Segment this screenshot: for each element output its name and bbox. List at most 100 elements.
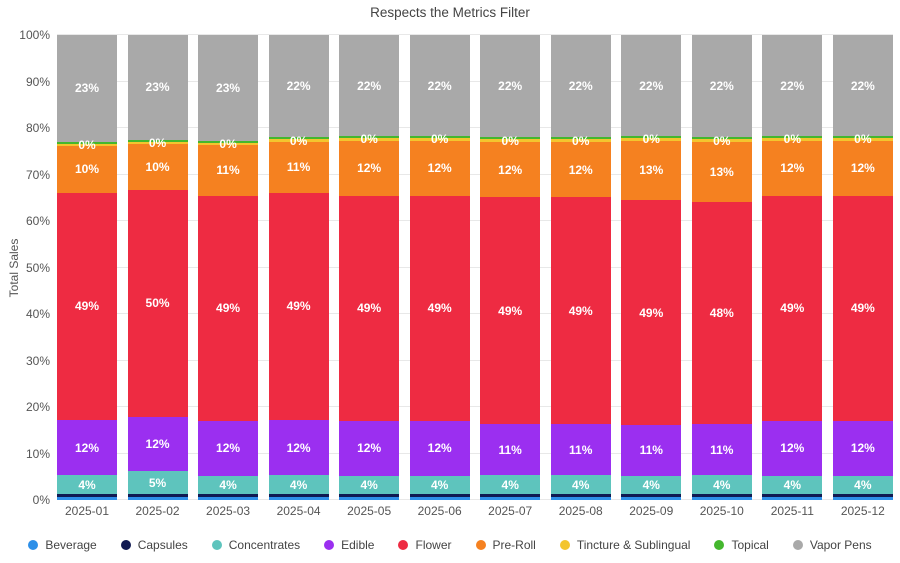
bar-segment-capsules[interactable] bbox=[268, 493, 329, 498]
bar-segment-capsules[interactable] bbox=[691, 493, 752, 498]
bar-segment-pre-roll[interactable]: 12% bbox=[762, 140, 823, 196]
bar-segment-concentrates[interactable]: 4% bbox=[832, 475, 893, 495]
bar-segment-capsules[interactable] bbox=[480, 493, 541, 498]
bar-segment-pre-roll[interactable]: 13% bbox=[691, 141, 752, 202]
bar-segment-topical[interactable] bbox=[268, 137, 329, 140]
bar-segment-beverage[interactable] bbox=[621, 497, 682, 500]
bar-segment-pre-roll[interactable]: 12% bbox=[550, 141, 611, 198]
bar-segment-edible[interactable]: 12% bbox=[57, 419, 117, 476]
bar-2025-07[interactable]: 4% 11% 49% 12% 0% 22% bbox=[480, 35, 541, 500]
bar-segment-vapor-pens[interactable]: 22% bbox=[550, 35, 611, 138]
bar-segment-edible[interactable]: 12% bbox=[409, 420, 470, 476]
bar-segment-vapor-pens[interactable]: 22% bbox=[762, 35, 823, 137]
bar-segment-capsules[interactable] bbox=[409, 494, 470, 498]
bar-2025-10[interactable]: 4% 11% 48% 13% 0% 22% bbox=[691, 35, 752, 500]
bar-segment-capsules[interactable] bbox=[198, 494, 259, 498]
bar-segment-beverage[interactable] bbox=[691, 497, 752, 500]
bar-segment-concentrates[interactable]: 4% bbox=[57, 475, 117, 494]
bar-2025-04[interactable]: 4% 12% 49% 11% 0% 22% bbox=[268, 35, 329, 500]
bar-segment-flower[interactable]: 49% bbox=[198, 195, 259, 421]
bar-segment-capsules[interactable] bbox=[550, 493, 611, 498]
bar-segment-pre-roll[interactable]: 10% bbox=[57, 146, 117, 193]
bar-segment-vapor-pens[interactable]: 22% bbox=[621, 35, 682, 137]
bar-segment-vapor-pens[interactable]: 22% bbox=[691, 35, 752, 138]
bar-segment-edible[interactable]: 11% bbox=[621, 425, 682, 476]
bar-segment-pre-roll[interactable]: 13% bbox=[621, 140, 682, 201]
bar-segment-edible[interactable]: 12% bbox=[268, 419, 329, 476]
bar-segment-vapor-pens[interactable]: 22% bbox=[268, 35, 329, 138]
bar-segment-tincture-sublingual[interactable]: 0% bbox=[409, 132, 470, 146]
bar-segment-topical[interactable] bbox=[409, 136, 470, 139]
bar-segment-beverage[interactable] bbox=[339, 497, 400, 500]
legend-item-tincture-sublingual[interactable]: Tincture & Sublingual bbox=[559, 538, 690, 552]
legend-item-vapor-pens[interactable]: Vapor Pens bbox=[792, 538, 872, 552]
bar-2025-09[interactable]: 4% 11% 49% 13% 0% 22% bbox=[621, 35, 682, 500]
bar-2025-02[interactable]: 5% 12% 50% 10% 0% 23% bbox=[127, 35, 188, 500]
bar-segment-edible[interactable]: 12% bbox=[762, 420, 823, 476]
bar-segment-topical[interactable] bbox=[198, 140, 259, 143]
legend-item-edible[interactable]: Edible bbox=[324, 538, 374, 552]
bar-segment-flower[interactable]: 49% bbox=[480, 197, 541, 425]
bar-segment-beverage[interactable] bbox=[832, 497, 893, 500]
bar-segment-tincture-sublingual[interactable]: 0% bbox=[691, 134, 752, 148]
bar-segment-tincture-sublingual[interactable]: 0% bbox=[832, 132, 893, 146]
bar-segment-flower[interactable]: 48% bbox=[691, 201, 752, 425]
bar-segment-edible[interactable]: 12% bbox=[339, 420, 400, 476]
bar-2025-03[interactable]: 4% 12% 49% 11% 0% 23% bbox=[198, 35, 259, 500]
bar-segment-tincture-sublingual[interactable]: 0% bbox=[198, 137, 259, 151]
bar-segment-capsules[interactable] bbox=[621, 494, 682, 498]
bar-segment-flower[interactable]: 50% bbox=[127, 189, 188, 417]
bar-segment-vapor-pens[interactable]: 22% bbox=[480, 35, 541, 138]
bar-segment-tincture-sublingual[interactable]: 0% bbox=[268, 134, 329, 148]
legend-item-capsules[interactable]: Capsules bbox=[120, 538, 188, 552]
bar-segment-vapor-pens[interactable]: 23% bbox=[127, 35, 188, 140]
bar-segment-edible[interactable]: 11% bbox=[691, 424, 752, 476]
bar-segment-concentrates[interactable]: 4% bbox=[621, 475, 682, 495]
bar-segment-concentrates[interactable]: 4% bbox=[198, 475, 259, 495]
bar-segment-capsules[interactable] bbox=[832, 494, 893, 498]
bar-segment-beverage[interactable] bbox=[480, 497, 541, 500]
bar-segment-topical[interactable] bbox=[832, 136, 893, 139]
bar-segment-vapor-pens[interactable]: 22% bbox=[832, 35, 893, 137]
bar-segment-pre-roll[interactable]: 11% bbox=[198, 145, 259, 196]
bar-segment-beverage[interactable] bbox=[198, 497, 259, 500]
bar-2025-12[interactable]: 4% 12% 49% 12% 0% 22% bbox=[832, 35, 893, 500]
bar-segment-beverage[interactable] bbox=[762, 497, 823, 500]
bar-segment-concentrates[interactable]: 4% bbox=[691, 475, 752, 494]
bar-segment-edible[interactable]: 12% bbox=[127, 416, 188, 472]
bar-segment-beverage[interactable] bbox=[57, 497, 117, 500]
bar-segment-tincture-sublingual[interactable]: 0% bbox=[57, 138, 117, 152]
bar-segment-tincture-sublingual[interactable]: 0% bbox=[339, 132, 400, 146]
bar-segment-concentrates[interactable]: 4% bbox=[762, 475, 823, 495]
bar-segment-flower[interactable]: 49% bbox=[339, 195, 400, 421]
bar-2025-11[interactable]: 4% 12% 49% 12% 0% 22% bbox=[762, 35, 823, 500]
bar-segment-topical[interactable] bbox=[621, 136, 682, 139]
bar-segment-capsules[interactable] bbox=[762, 494, 823, 498]
bar-segment-flower[interactable]: 49% bbox=[621, 200, 682, 426]
bar-segment-topical[interactable] bbox=[480, 137, 541, 140]
bar-segment-edible[interactable]: 12% bbox=[198, 420, 259, 476]
bar-segment-topical[interactable] bbox=[550, 137, 611, 140]
bar-segment-beverage[interactable] bbox=[409, 497, 470, 500]
legend-item-beverage[interactable]: Beverage bbox=[28, 538, 97, 552]
bar-2025-08[interactable]: 4% 11% 49% 12% 0% 22% bbox=[550, 35, 611, 500]
bar-segment-pre-roll[interactable]: 10% bbox=[127, 144, 188, 190]
legend-item-concentrates[interactable]: Concentrates bbox=[211, 538, 300, 552]
bar-segment-concentrates[interactable]: 4% bbox=[550, 475, 611, 494]
legend-item-flower[interactable]: Flower bbox=[398, 538, 452, 552]
bar-segment-flower[interactable]: 49% bbox=[832, 195, 893, 421]
bar-segment-vapor-pens[interactable]: 23% bbox=[57, 35, 117, 142]
bar-segment-vapor-pens[interactable]: 23% bbox=[198, 35, 259, 141]
bar-segment-capsules[interactable] bbox=[127, 494, 188, 498]
bar-segment-edible[interactable]: 11% bbox=[480, 424, 541, 476]
bar-segment-flower[interactable]: 49% bbox=[409, 195, 470, 421]
bar-segment-topical[interactable] bbox=[339, 136, 400, 139]
bar-segment-concentrates[interactable]: 4% bbox=[409, 475, 470, 495]
bar-2025-01[interactable]: 4% 12% 49% 10% 0% 23% bbox=[57, 35, 117, 500]
bar-segment-flower[interactable]: 49% bbox=[762, 195, 823, 421]
legend-item-pre-roll[interactable]: Pre-Roll bbox=[475, 538, 536, 552]
bar-segment-beverage[interactable] bbox=[268, 497, 329, 500]
bar-segment-vapor-pens[interactable]: 22% bbox=[409, 35, 470, 137]
bar-segment-topical[interactable] bbox=[762, 136, 823, 139]
bar-segment-edible[interactable]: 12% bbox=[832, 420, 893, 476]
